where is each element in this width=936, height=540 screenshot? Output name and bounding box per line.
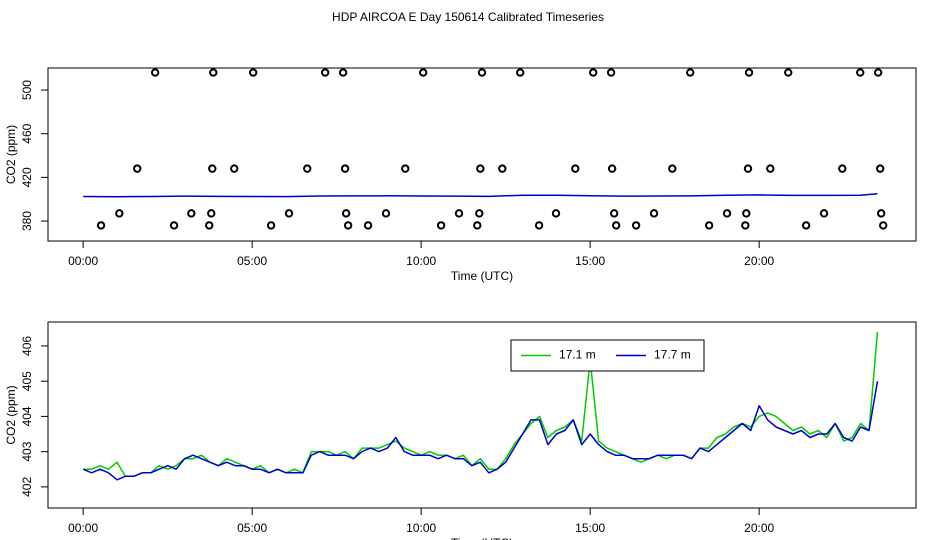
point — [741, 221, 750, 230]
point — [704, 221, 714, 230]
y-axis-label: CO2 (ppm) — [4, 125, 18, 184]
x-tick-label: 10:00 — [406, 254, 436, 268]
point — [856, 68, 865, 77]
point — [476, 164, 485, 173]
point — [686, 68, 695, 77]
x-axis-label: Time (UTC) — [451, 536, 513, 540]
x-tick-label: 20:00 — [744, 254, 774, 268]
point — [631, 221, 641, 230]
y-tick-label: 460 — [20, 123, 34, 143]
y-tick-label: 420 — [20, 167, 34, 187]
point — [133, 164, 142, 173]
point — [609, 209, 619, 218]
plot-frame — [47, 321, 917, 509]
point — [340, 164, 350, 173]
y-tick-label: 406 — [20, 336, 34, 356]
point — [401, 164, 410, 173]
x-tick-label: 05:00 — [237, 254, 267, 268]
point — [343, 221, 353, 230]
point — [534, 221, 544, 230]
point — [418, 68, 428, 77]
point — [606, 68, 616, 77]
point — [266, 221, 276, 230]
point — [363, 221, 373, 230]
x-tick-label: 15:00 — [575, 521, 605, 535]
point — [338, 68, 348, 77]
x-tick-label: 10:00 — [406, 521, 436, 535]
point — [515, 68, 525, 77]
y-tick-label: 403 — [20, 441, 34, 461]
point — [498, 164, 507, 173]
point — [303, 164, 312, 173]
point — [248, 68, 258, 77]
point — [801, 221, 811, 230]
point — [784, 68, 793, 77]
point — [571, 164, 580, 173]
point — [115, 209, 124, 218]
point — [454, 209, 464, 218]
point — [205, 221, 214, 230]
point — [589, 68, 598, 77]
point — [341, 209, 351, 218]
point — [742, 209, 751, 218]
point — [209, 68, 218, 77]
point — [169, 221, 179, 230]
x-tick-label: 00:00 — [68, 254, 98, 268]
x-tick-label: 00:00 — [68, 521, 98, 535]
point — [744, 68, 754, 77]
point — [477, 68, 487, 77]
point — [207, 209, 216, 218]
point — [320, 68, 330, 77]
y-tick-label: 405 — [20, 371, 34, 391]
series-line — [83, 192, 878, 198]
plot-frame — [47, 67, 917, 242]
point — [649, 209, 659, 218]
point — [96, 221, 106, 230]
x-tick-label: 20:00 — [744, 521, 774, 535]
point — [879, 221, 888, 230]
x-tick-label: 05:00 — [237, 521, 267, 535]
point — [284, 209, 294, 218]
point — [743, 164, 753, 173]
series-line — [82, 381, 879, 481]
y-tick-label: 402 — [20, 477, 34, 497]
point — [875, 164, 885, 173]
point — [668, 164, 677, 173]
legend-label: 17.1 m — [559, 348, 596, 362]
chart-title: HDP AIRCOA E Day 150614 Calibrated Times… — [332, 10, 604, 24]
point — [722, 209, 732, 218]
y-axis-label: CO2 (ppm) — [4, 385, 18, 444]
point — [873, 68, 883, 77]
point — [187, 209, 196, 218]
x-tick-label: 15:00 — [575, 254, 605, 268]
x-axis-label: Time (UTC) — [451, 269, 513, 283]
point — [208, 164, 217, 173]
point — [473, 221, 482, 230]
point — [475, 209, 484, 218]
point — [611, 221, 621, 230]
point — [876, 209, 886, 218]
point — [819, 209, 829, 218]
point — [607, 164, 617, 173]
point — [766, 164, 775, 173]
y-tick-label: 500 — [20, 80, 34, 100]
point — [436, 221, 446, 230]
point — [381, 209, 391, 218]
point — [230, 164, 239, 173]
y-tick-label: 380 — [20, 211, 34, 231]
point — [150, 68, 160, 77]
point — [838, 164, 847, 173]
legend-label: 17.7 m — [654, 348, 691, 362]
point — [551, 209, 561, 218]
y-tick-label: 404 — [20, 406, 34, 426]
